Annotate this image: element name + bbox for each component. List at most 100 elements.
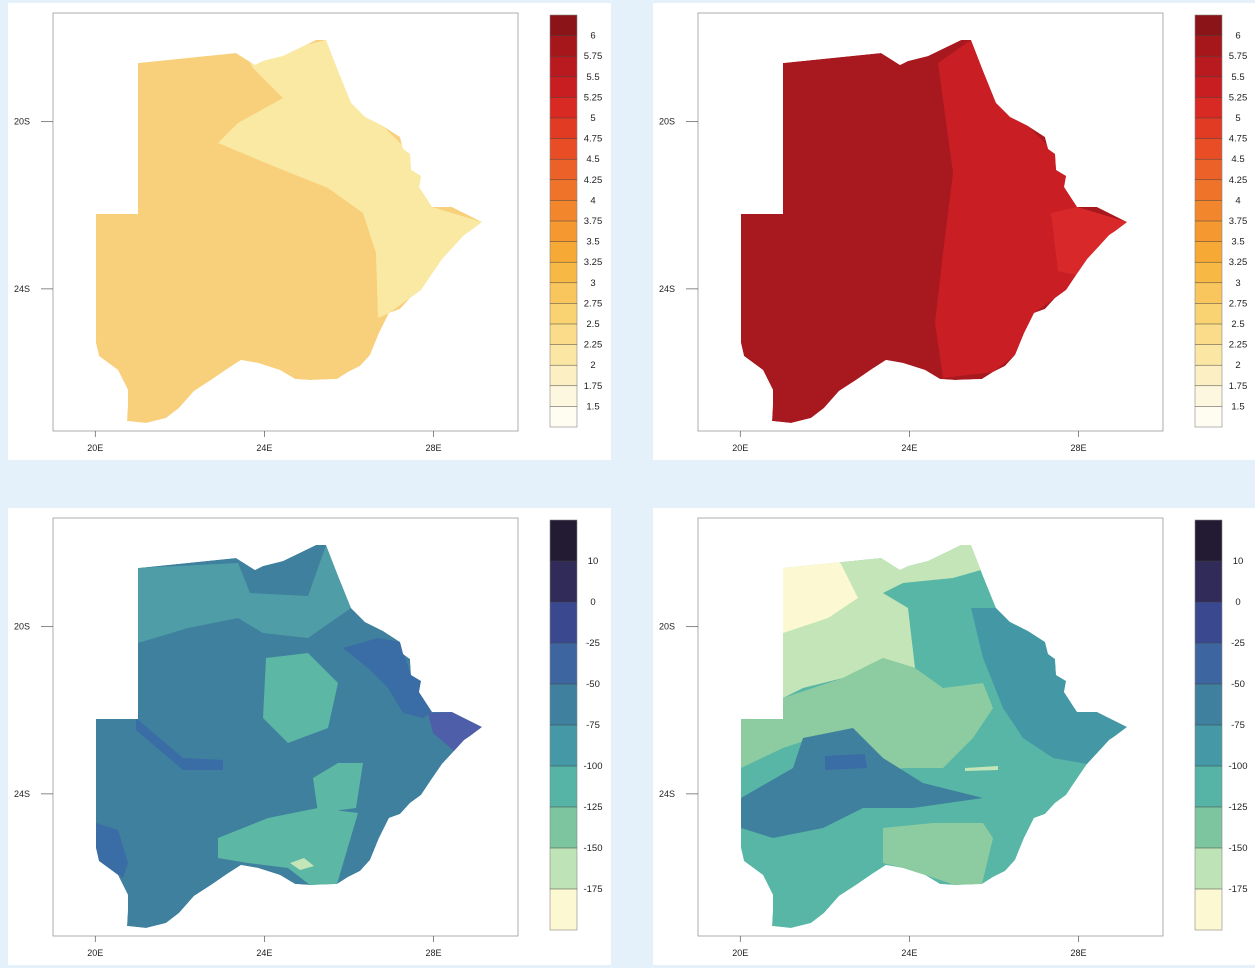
x-tick-label: 20E xyxy=(732,443,748,453)
colorbar-label: -125 xyxy=(583,802,602,813)
colorbar-swatch xyxy=(1195,97,1222,119)
map-panel-2: 20E 24E 28E 20S 24S 6 5.75 5.5 5.25 5 4.75 4.5 4.25 4… xyxy=(653,3,1255,460)
colorbar-swatch xyxy=(1195,807,1222,849)
axes: 20E 24E 28E 20S 24S xyxy=(14,622,441,958)
colorbar-label: 4.75 xyxy=(584,134,603,145)
colorbar-swatch xyxy=(1195,138,1222,160)
x-tick-label: 20E xyxy=(87,443,103,453)
colorbar-swatch xyxy=(550,324,577,345)
colorbar-warm: 6 5.75 5.5 5.25 5 4.75 4.5 4.25 4 3.75 3.5 3.25 3 2.7… xyxy=(549,14,603,428)
colorbar-label: 2.5 xyxy=(586,319,599,330)
colorbar-swatch xyxy=(550,97,577,119)
colorbar-label: 4.75 xyxy=(1229,134,1248,145)
map-svg: 20E 24E 28E 20S 24S 10 0 -25 -50 -75 -100 -125 -150 -… xyxy=(14,517,603,958)
colorbar-swatch xyxy=(1195,406,1222,428)
colorbar-swatch xyxy=(550,766,577,808)
colorbar-swatch xyxy=(550,406,577,428)
colorbar-label: 5.25 xyxy=(584,92,603,103)
y-tick-label: 24S xyxy=(659,789,675,799)
colorbar-swatch xyxy=(1195,76,1222,98)
colorbar-warm: 6 5.75 5.5 5.25 5 4.75 4.5 4.25 4 3.75 3.5 3.25 3 2.7… xyxy=(1194,14,1248,428)
contour-region xyxy=(825,754,867,770)
colorbar-swatch xyxy=(1195,200,1222,222)
colorbar-swatch xyxy=(550,200,577,222)
x-tick-label: 20E xyxy=(732,948,748,958)
colorbar-label: 3.75 xyxy=(584,216,603,227)
colorbar-swatch xyxy=(550,561,577,603)
plot-area xyxy=(697,12,1164,432)
colorbar-swatch xyxy=(550,303,577,325)
y-tick-label: 24S xyxy=(14,284,30,294)
colorbar-swatch xyxy=(550,282,577,304)
colorbar-label: 2 xyxy=(1235,360,1240,371)
colorbar-swatch xyxy=(550,118,577,139)
colorbar-label: -100 xyxy=(1228,761,1247,772)
colorbar-swatch xyxy=(1195,35,1222,57)
colorbar-label: 2.25 xyxy=(584,340,603,351)
colorbar-label: 5 xyxy=(590,113,595,124)
contour-region xyxy=(313,763,363,813)
colorbar-label: -50 xyxy=(1231,679,1245,690)
colorbar-label: 3.75 xyxy=(1229,216,1248,227)
contour-region xyxy=(218,40,482,318)
colorbar-label: 4.5 xyxy=(586,154,599,165)
contour-region xyxy=(290,858,314,870)
contour-region xyxy=(971,608,1127,764)
colorbar-swatch xyxy=(550,365,577,387)
y-tick-label: 20S xyxy=(659,117,675,127)
colorbar-swatch xyxy=(1195,725,1222,767)
colorbar-swatch xyxy=(1195,520,1222,562)
country-fill xyxy=(741,40,1127,423)
colorbar-swatch xyxy=(550,602,577,644)
colorbar-label: 2.25 xyxy=(1229,340,1248,351)
map-svg: 20E 24E 28E 20S 24S 6 5.75 5.5 5.25 5 4.75 4.5 4.25 4… xyxy=(659,12,1248,453)
colorbar-label: 3.25 xyxy=(1229,257,1248,268)
colorbar-swatch xyxy=(550,221,577,242)
x-tick-label: 28E xyxy=(425,948,441,958)
contour-region xyxy=(935,40,1127,378)
colorbar-label: 2.75 xyxy=(584,298,603,309)
colorbar-swatch xyxy=(1195,344,1222,366)
colorbar-swatch xyxy=(550,889,577,931)
colorbar-swatch xyxy=(1195,643,1222,685)
country-fill xyxy=(96,545,482,928)
colorbar-label: 5.75 xyxy=(1229,51,1248,62)
colorbar-label: 1.75 xyxy=(584,381,603,392)
colorbar-swatch xyxy=(1195,602,1222,644)
colorbar-label: 2.75 xyxy=(1229,298,1248,309)
colorbar-label: 1.5 xyxy=(1231,401,1244,412)
colorbar-swatch xyxy=(550,520,577,562)
colorbar-label: 4.25 xyxy=(1229,175,1248,186)
contour-region xyxy=(343,638,432,718)
colorbar-swatch xyxy=(550,159,577,181)
colorbar-label: -100 xyxy=(583,761,602,772)
colorbar-swatch xyxy=(1195,15,1222,36)
colorbar-swatch xyxy=(1195,324,1222,345)
x-tick-label: 24E xyxy=(901,948,917,958)
colorbar-label: 5.5 xyxy=(1231,72,1244,83)
colorbar-label: -75 xyxy=(1231,720,1245,731)
colorbar-label: 1.75 xyxy=(1229,381,1248,392)
plot-area xyxy=(52,12,519,432)
x-tick-label: 24E xyxy=(901,443,917,453)
map-panel-4: 20E 24E 28E 20S 24S 10 0 -25 -50 -75 -100 -125 -150 -… xyxy=(653,508,1255,965)
y-tick-label: 20S xyxy=(659,622,675,632)
colorbar-label: 3.5 xyxy=(1231,237,1244,248)
colorbar-label: -150 xyxy=(1228,843,1247,854)
colorbar-label: 5 xyxy=(1235,113,1240,124)
contour-region xyxy=(741,728,983,838)
colorbar-swatch xyxy=(1195,385,1222,407)
colorbar-swatch xyxy=(1195,889,1222,931)
map-svg: 20E 24E 28E 20S 24S 10 0 -25 -50 -75 -100 -125 -150 -… xyxy=(659,517,1248,958)
colorbar-swatch xyxy=(550,15,577,36)
x-tick-label: 28E xyxy=(1070,443,1086,453)
map-svg: 20E 24E 28E 20S 24S 6 5.75 5.5 5.25 5 4.75 4.5 4.25 4… xyxy=(14,12,603,453)
colorbar-swatch xyxy=(1195,848,1222,890)
colorbar-label: 2 xyxy=(590,360,595,371)
x-tick-label: 28E xyxy=(1070,948,1086,958)
colorbar-label: 6 xyxy=(590,31,595,42)
colorbar-swatch xyxy=(550,643,577,685)
y-tick-label: 24S xyxy=(659,284,675,294)
contour-region xyxy=(883,823,993,885)
colorbar-swatch xyxy=(550,241,577,263)
